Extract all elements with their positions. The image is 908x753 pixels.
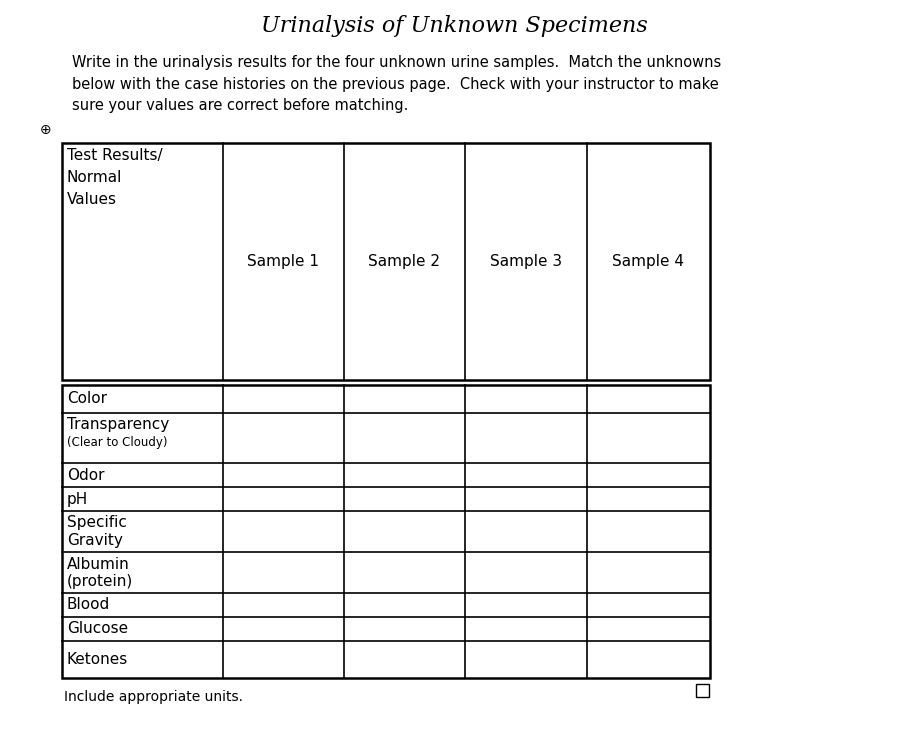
Text: Values: Values	[67, 192, 117, 207]
Bar	[696, 684, 709, 697]
Text: Normal: Normal	[67, 170, 123, 185]
Text: pH: pH	[67, 492, 88, 507]
Text: Blood: Blood	[67, 597, 110, 612]
Text: Glucose: Glucose	[67, 621, 128, 636]
Text: Color: Color	[67, 392, 107, 407]
Text: Sample 3: Sample 3	[490, 254, 562, 269]
Text: Test Results/: Test Results/	[67, 148, 163, 163]
Text: (protein): (protein)	[67, 574, 133, 589]
Text: Sample 1: Sample 1	[247, 254, 320, 269]
Text: Urinalysis of Unknown Specimens: Urinalysis of Unknown Specimens	[261, 15, 647, 37]
Text: Ketones: Ketones	[67, 652, 128, 667]
Text: Odor: Odor	[67, 468, 104, 483]
Bar	[62, 385, 710, 678]
Bar	[62, 143, 710, 380]
Text: Transparency: Transparency	[67, 416, 169, 431]
Text: Write in the urinalysis results for the four unknown urine samples.  Match the u: Write in the urinalysis results for the …	[72, 55, 721, 113]
Text: ⊕: ⊕	[40, 123, 52, 137]
Text: (Clear to Cloudy): (Clear to Cloudy)	[67, 435, 167, 449]
Text: Include appropriate units.: Include appropriate units.	[64, 690, 243, 704]
Text: Sample 2: Sample 2	[369, 254, 440, 269]
Text: Gravity: Gravity	[67, 532, 123, 547]
Text: Sample 4: Sample 4	[612, 254, 685, 269]
Text: Specific: Specific	[67, 516, 127, 531]
Text: Albumin: Albumin	[67, 556, 130, 572]
